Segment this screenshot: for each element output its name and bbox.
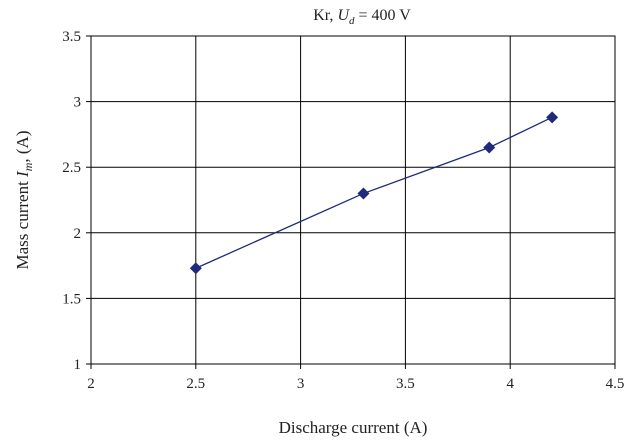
data-point-marker [189,262,202,275]
x-tick-label: 3.5 [396,376,415,392]
y-axis-ticks: 1 1.5 2 2.5 3 3.5 [62,29,91,373]
y-tick-label: 3.5 [62,29,81,45]
y-tick-label: 2 [74,226,82,242]
x-tick-label: 4.5 [606,376,625,392]
x-tick-label: 4 [506,376,514,392]
y-axis-title: Mass current Im, (A) [13,131,35,270]
y-tick-label: 3 [74,95,82,111]
x-axis-title: Discharge current (A) [279,418,428,437]
chart-title: Kr, Ud = 400 V [313,7,411,27]
plot-area [90,35,616,365]
y-tick-label: 2.5 [62,160,81,176]
x-tick-label: 3 [297,376,305,392]
y-tick-label: 1.5 [62,291,81,307]
x-tick-label: 2.5 [186,376,205,392]
grid [91,36,615,364]
x-tick-label: 2 [87,376,95,392]
x-axis-ticks: 2 2.5 3 3.5 4 4.5 [87,364,624,392]
series [189,111,559,275]
data-point-marker [483,141,496,154]
data-point-marker [357,187,370,200]
data-point-marker [546,111,559,124]
y-tick-label: 1 [74,357,82,373]
series-line [195,116,553,269]
